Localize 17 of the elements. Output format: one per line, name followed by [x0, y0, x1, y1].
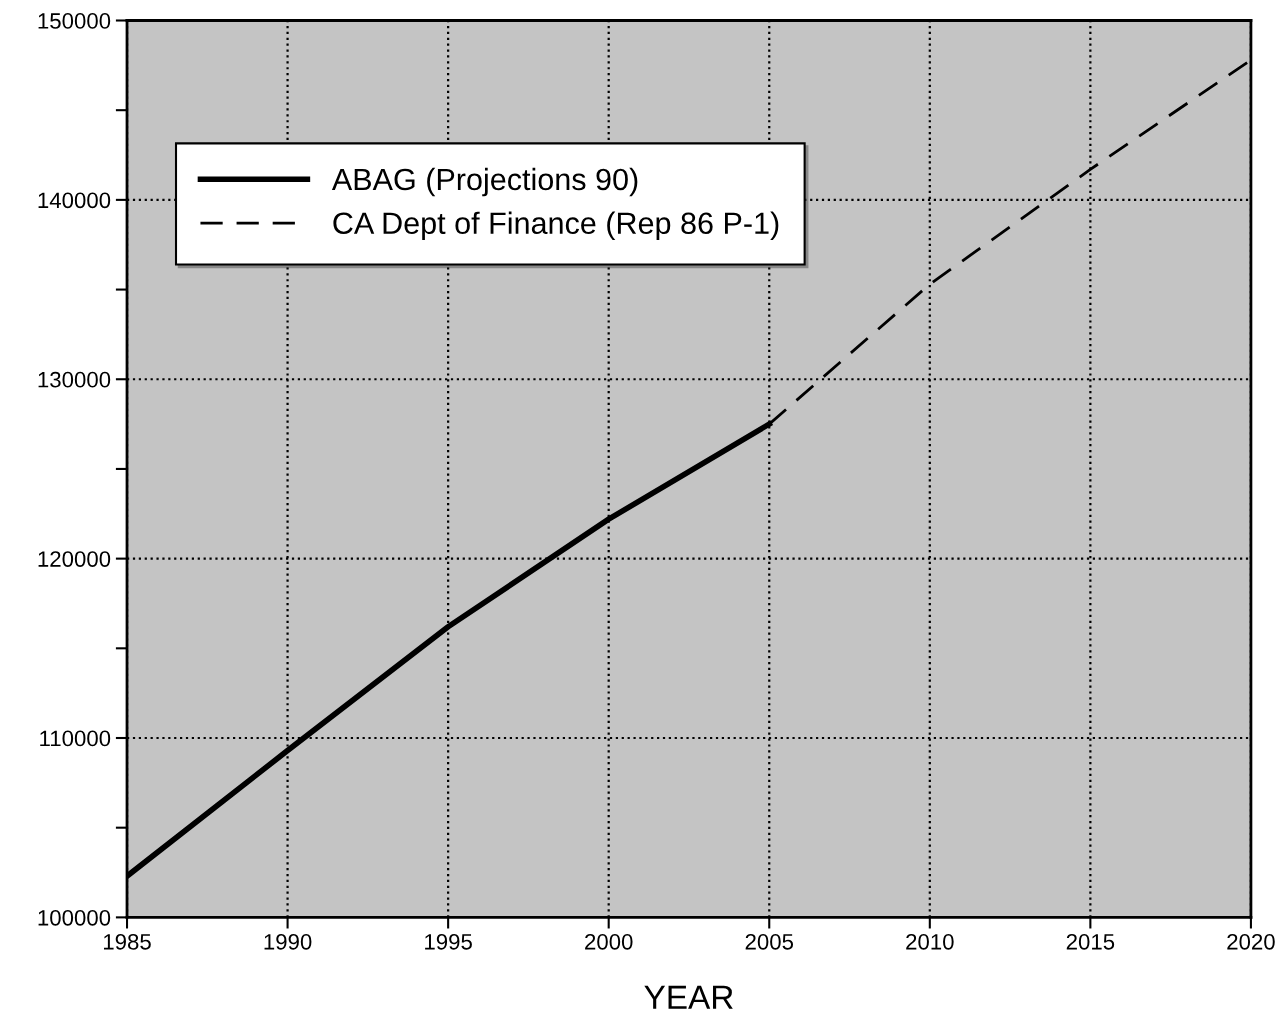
- x-axis-title: YEAR: [644, 985, 733, 1009]
- x-tick-label: 2020: [1227, 933, 1275, 950]
- legend-label: CA Dept of Finance (Rep 86 P-1): [333, 211, 779, 241]
- legend-label: ABAG (Projections 90): [331, 167, 638, 197]
- y-tick-label: 100000: [38, 909, 111, 926]
- x-tick-label: 2000: [585, 933, 633, 950]
- x-tick-label: 2005: [745, 933, 794, 950]
- y-tick-label: 150000: [38, 13, 111, 29]
- y-tick-label: 130000: [38, 371, 111, 388]
- y-tick-label: 120000: [38, 551, 111, 567]
- x-tick-label: 2010: [906, 933, 954, 950]
- x-tick-label: 1985: [104, 933, 151, 950]
- x-tick-label: 2015: [1066, 933, 1115, 950]
- x-tick-label: 1995: [425, 933, 472, 950]
- x-tick-label: 1990: [264, 933, 312, 950]
- y-tick-label: 110000: [40, 730, 111, 747]
- y-tick-label: 140000: [38, 192, 111, 209]
